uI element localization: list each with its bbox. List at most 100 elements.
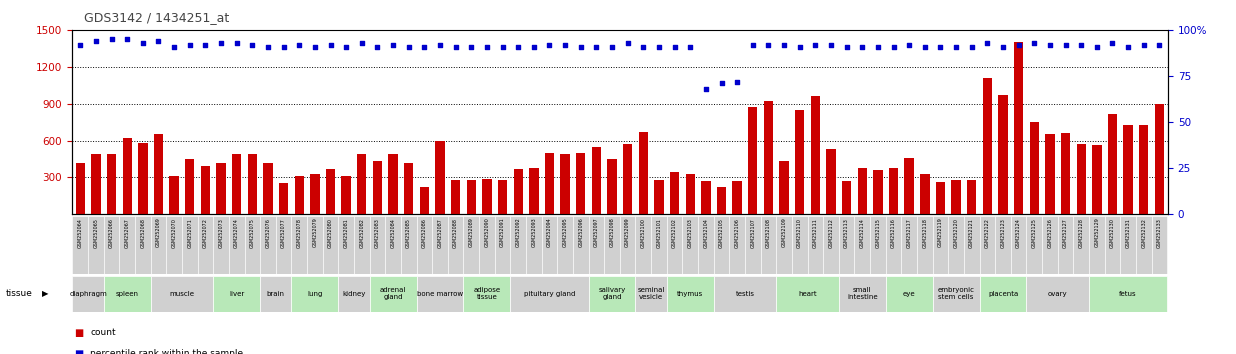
Point [743,42,763,48]
Bar [498,180,507,214]
Bar [216,162,226,214]
Point [555,42,575,48]
Bar [120,216,135,274]
Bar [510,216,527,274]
Text: GSM252089: GSM252089 [468,218,473,247]
Bar [823,216,839,274]
Bar [151,276,214,312]
Bar [464,276,510,312]
Text: GSM252133: GSM252133 [1157,218,1162,247]
Bar [75,162,85,214]
Bar [651,216,666,274]
Bar [776,276,839,312]
Text: GSM252072: GSM252072 [203,218,208,247]
Bar [1089,276,1167,312]
Point [289,42,309,48]
Bar [635,216,651,274]
Bar [713,276,776,312]
Text: GSM252083: GSM252083 [375,218,379,247]
Bar [482,178,492,214]
Point [273,44,293,50]
Text: GSM252102: GSM252102 [672,218,677,247]
Point [1009,42,1028,48]
Bar [748,107,758,214]
Text: ■: ■ [74,349,83,354]
Bar [792,216,807,274]
Bar [870,216,886,274]
Bar [276,216,292,274]
Point [226,40,246,46]
Bar [933,216,948,274]
Bar [1073,216,1089,274]
Point [1025,40,1044,46]
Bar [435,141,445,214]
Text: GSM252120: GSM252120 [954,218,959,247]
Bar [576,153,586,214]
Point [70,42,90,48]
Bar [795,110,805,214]
Bar [1030,122,1039,214]
Bar [1107,114,1117,214]
Bar [854,216,870,274]
Bar [886,216,901,274]
Point [320,42,340,48]
Text: GSM252077: GSM252077 [281,218,286,247]
Point [962,44,981,50]
Point [195,42,215,48]
Bar [1136,216,1152,274]
Point [665,44,685,50]
Bar [323,216,339,274]
Text: GSM252069: GSM252069 [156,218,161,247]
Text: GSM252066: GSM252066 [109,218,114,247]
Point [837,44,857,50]
Point [978,40,997,46]
Bar [135,216,151,274]
Bar [592,147,601,214]
Bar [151,216,167,274]
Bar [901,216,917,274]
Bar [353,216,370,274]
Text: spleen: spleen [116,291,138,297]
Text: GSM252107: GSM252107 [750,218,755,247]
Point [994,44,1014,50]
Bar [588,276,635,312]
Text: GSM252118: GSM252118 [922,218,927,247]
Text: GSM252097: GSM252097 [593,218,599,247]
Point [1039,42,1059,48]
Text: percentile rank within the sample: percentile rank within the sample [90,349,243,354]
Text: GSM252101: GSM252101 [656,218,661,247]
Bar [167,216,182,274]
Bar [339,276,370,312]
Bar [527,216,541,274]
Bar [1011,216,1026,274]
Text: heart: heart [798,291,817,297]
Text: GDS3142 / 1434251_at: GDS3142 / 1434251_at [84,11,230,24]
Text: muscle: muscle [169,291,194,297]
Text: ovary: ovary [1048,291,1068,297]
Bar [326,169,335,214]
Bar [980,276,1026,312]
Point [618,40,638,46]
Text: adipose
tissue: adipose tissue [473,287,501,300]
Bar [1014,42,1023,214]
Text: GSM252123: GSM252123 [1000,218,1006,247]
Bar [104,276,151,312]
Point [1072,42,1091,48]
Bar [713,216,729,274]
Bar [1120,216,1136,274]
Text: GSM252127: GSM252127 [1063,218,1068,247]
Bar [307,216,323,274]
Text: GSM252071: GSM252071 [188,218,193,247]
Text: GSM252128: GSM252128 [1079,218,1084,247]
Point [649,44,669,50]
Bar [245,216,260,274]
Point [602,44,622,50]
Bar [698,216,713,274]
Bar [292,216,307,274]
Text: lung: lung [308,291,323,297]
Bar [588,216,604,274]
Bar [995,216,1011,274]
Bar [138,143,147,214]
Text: GSM252084: GSM252084 [391,218,396,247]
Text: GSM252125: GSM252125 [1032,218,1037,247]
